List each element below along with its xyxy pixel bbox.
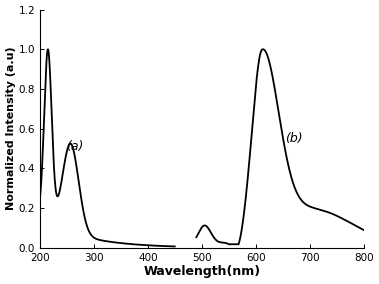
Text: (a): (a) bbox=[66, 139, 83, 153]
X-axis label: Wavelength(nm): Wavelength(nm) bbox=[143, 266, 260, 278]
Text: (b): (b) bbox=[285, 131, 303, 145]
Y-axis label: Normalized Intensity (a.u): Normalized Intensity (a.u) bbox=[6, 47, 16, 210]
